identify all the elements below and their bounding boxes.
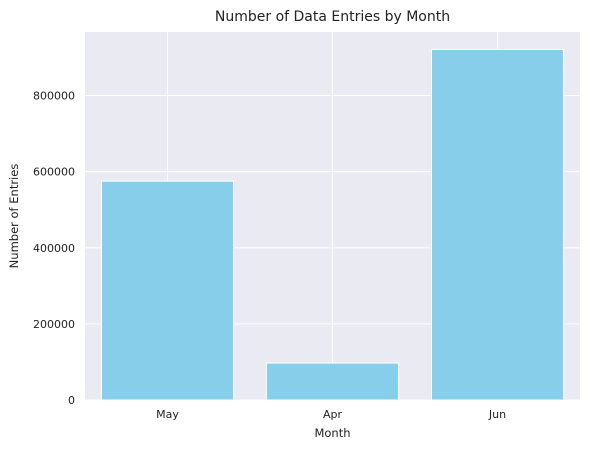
y-tick-label: 200000 bbox=[33, 318, 75, 331]
bar-jun bbox=[431, 49, 564, 401]
y-tick-label: 600000 bbox=[33, 166, 75, 179]
bars bbox=[101, 49, 564, 401]
y-tick-label: 0 bbox=[68, 394, 75, 407]
y-axis-ticks: 0 200000 400000 600000 800000 bbox=[33, 90, 75, 407]
x-tick-label: May bbox=[156, 408, 179, 421]
y-tick-label: 400000 bbox=[33, 242, 75, 255]
y-axis-label: Number of Entries bbox=[7, 164, 21, 269]
chart-title: Number of Data Entries by Month bbox=[215, 9, 450, 25]
x-tick-label: Jun bbox=[488, 408, 506, 421]
bar-may bbox=[101, 180, 234, 401]
x-axis-label: Month bbox=[314, 426, 350, 440]
x-tick-label: Apr bbox=[323, 408, 343, 421]
bar-apr bbox=[266, 362, 399, 401]
x-axis-ticks: May Apr Jun bbox=[156, 408, 506, 421]
y-tick-label: 800000 bbox=[33, 90, 75, 103]
